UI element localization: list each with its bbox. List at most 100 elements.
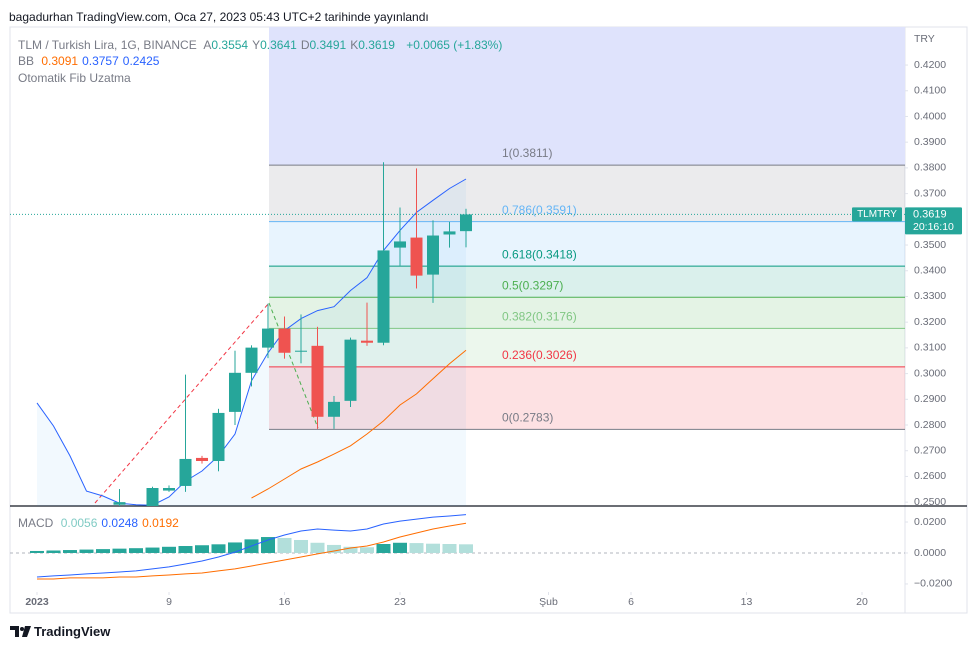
candle-body — [426, 235, 439, 275]
histogram-bar — [425, 543, 440, 553]
y-tick-label: 0.4200 — [914, 59, 946, 71]
symbol-badge — [852, 207, 902, 222]
histogram-bar — [227, 542, 242, 553]
histogram-bar — [409, 543, 424, 553]
y-tick-label: 0.3400 — [914, 265, 946, 277]
price-badge-countdown: 20:16:10 — [913, 221, 954, 233]
y-tick-label: 0.3200 — [914, 316, 946, 328]
bb-value: 0.2425 — [122, 54, 160, 68]
histogram-bar — [359, 547, 374, 553]
fib-extension-zone — [269, 27, 905, 166]
fib-zone — [269, 328, 905, 367]
x-tick-label: 16 — [279, 596, 291, 608]
fib-zone — [269, 221, 905, 267]
candle-body — [261, 328, 274, 348]
candle-body — [162, 488, 175, 491]
fib-legend: Otomatik Fib Uzatma — [18, 71, 135, 85]
y-tick-label: 0.0000 — [914, 547, 946, 559]
histogram-bar — [293, 539, 308, 553]
ohlc-key: A — [203, 38, 212, 52]
histogram-bar — [458, 544, 473, 553]
histogram-bar — [376, 544, 391, 553]
macd-legend: MACD 0.0056 0.0248 0.0192 — [18, 516, 183, 530]
candle-body — [212, 412, 225, 462]
candle-body — [228, 372, 241, 412]
x-tick-label: 13 — [741, 596, 753, 608]
histogram-bar — [442, 544, 457, 553]
candle-body — [245, 347, 258, 373]
y-tick-label: 0.2600 — [914, 470, 946, 482]
candle-body — [410, 237, 423, 276]
ohlc-key: K — [350, 38, 359, 52]
price-badge — [905, 207, 962, 235]
x-tick-label: 2023 — [25, 596, 49, 608]
fib-zone — [269, 266, 905, 298]
histogram-bar — [178, 546, 193, 553]
ohlc: A0.3554 Y0.3641 D0.3491 K0.3619 — [203, 38, 399, 52]
y-tick-label: 0.2900 — [914, 393, 946, 405]
x-tick-label: Şub — [539, 596, 558, 608]
brand-logo — [10, 626, 31, 637]
axes: 0.2500 0.2600 0.2700 0.2800 0.2900 0.3000 0.31… — [25, 59, 962, 608]
fib-level-label: 0.786(0.3591) — [502, 203, 577, 217]
fib-level-label: 0.5(0.3297) — [502, 278, 563, 292]
y-tick-label: 0.3300 — [914, 290, 946, 302]
candle-body — [146, 488, 159, 506]
candle-body — [377, 250, 390, 343]
histogram-bar — [145, 547, 160, 553]
symbol-badge-label: TLMTRY — [857, 209, 897, 220]
bb-basis-line — [251, 349, 467, 499]
fib-zone — [269, 165, 905, 222]
fib-level-label: 0.236(0.3026) — [502, 348, 577, 362]
candle-body — [113, 502, 126, 505]
y-tick-label: 0.3100 — [914, 342, 946, 354]
histogram-bar — [343, 546, 358, 553]
bb-legend: BB 0.3091 0.3757 0.2425 — [18, 54, 163, 68]
y-tick-label: −0.0200 — [914, 578, 952, 590]
histogram-bar — [310, 542, 325, 553]
histogram-bar — [211, 544, 226, 553]
x-tick-label: 9 — [166, 596, 172, 608]
histogram-bar — [128, 548, 143, 553]
ohlc-value: 0.3554 — [211, 38, 249, 52]
candle-body — [360, 340, 373, 343]
y-tick-label: 0.3800 — [914, 162, 946, 174]
candle-body — [294, 350, 307, 352]
bb-name: BB — [18, 54, 35, 68]
histogram-bar — [161, 546, 176, 553]
fib-name: Otomatik Fib Uzatma — [18, 71, 131, 85]
y-tick-label: 0.3500 — [914, 239, 946, 251]
histogram-bar — [79, 549, 94, 553]
y-tick-label: 0.3700 — [914, 187, 946, 199]
histogram-bar — [277, 537, 292, 553]
candle-body — [195, 457, 208, 462]
bb-value: 0.3091 — [41, 54, 79, 68]
x-tick-label: 6 — [628, 596, 634, 608]
candle-body — [393, 241, 406, 248]
candle-body — [311, 345, 324, 417]
ohlc-key: D — [300, 38, 310, 52]
candle-body — [179, 458, 192, 486]
histogram-bar — [62, 550, 77, 553]
fib-level-label: 0.618(0.3418) — [502, 247, 577, 261]
fib-level-label: 0(0.2783) — [502, 411, 553, 425]
y-tick-label: 0.3000 — [914, 367, 946, 379]
price-badge-value: 0.3619 — [913, 208, 947, 220]
publication: bagadurhan TradingView.com, Oca 27, 2023… — [9, 10, 429, 24]
main-legend: TLM / Turkish Lira, 1G, BINANCE A0.3554 Y… — [18, 38, 506, 52]
x-tick-label: 23 — [394, 596, 406, 608]
histogram-bar — [194, 545, 209, 553]
trend-line — [268, 302, 319, 429]
candle-body — [443, 231, 456, 235]
macd-pane — [10, 514, 905, 580]
trend-line — [94, 302, 270, 504]
histogram-bar — [29, 550, 44, 553]
macd-value: 0.0248 — [101, 516, 139, 530]
main-pane: 1(0.3811) 0.786(0.3591) 0.618(0.3418) 0.5(0… — [10, 27, 905, 506]
histogram-bar — [112, 548, 127, 553]
histogram-bar — [392, 542, 407, 553]
ohlc-value: 0.3619 — [358, 38, 395, 52]
ohlc-key: Y — [252, 38, 261, 52]
signal-line — [37, 522, 467, 580]
